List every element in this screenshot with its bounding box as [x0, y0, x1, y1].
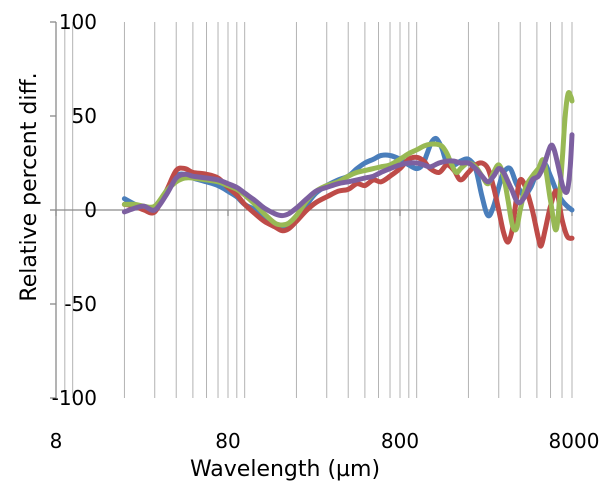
- y-tick-label: -100: [52, 386, 97, 410]
- x-tick-label: 80: [215, 429, 240, 453]
- y-tick-label: 0: [84, 198, 97, 222]
- series-layer: [121, 90, 575, 249]
- x-axis-title: Wavelength (µm): [190, 457, 380, 481]
- x-tick-label: 800: [381, 429, 419, 453]
- x-tick-label: 8000: [549, 429, 600, 453]
- y-tick-label: 100: [59, 10, 97, 34]
- x-tick-label: 8: [50, 429, 63, 453]
- y-tick-label: 50: [72, 104, 97, 128]
- y-tick-label: -50: [64, 292, 97, 316]
- y-tick-labels: 100 50 0 -50 -100: [52, 10, 97, 410]
- x-tick-labels: 8 80 800 8000: [50, 429, 600, 453]
- series-line-1: [121, 135, 575, 232]
- y-axis-title: Relative percent diff.: [17, 72, 42, 301]
- series-line-4: [121, 132, 575, 219]
